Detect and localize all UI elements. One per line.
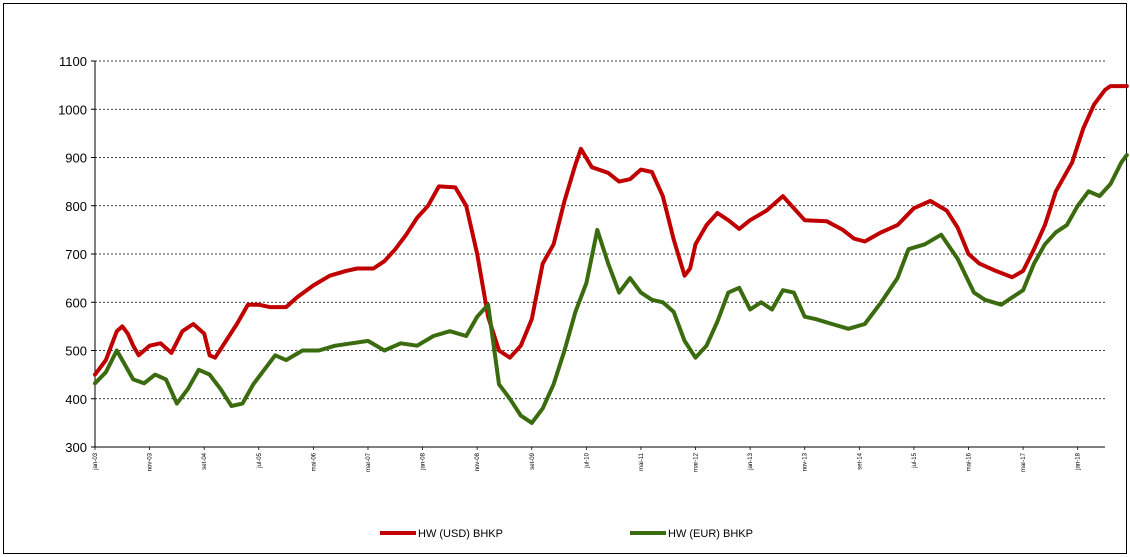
x-tick-label: set-14 xyxy=(857,452,863,469)
y-tick-label: 1100 xyxy=(59,54,87,69)
x-tick-label: jan-13 xyxy=(748,452,754,470)
x-tick-label: jul-15 xyxy=(912,452,918,468)
x-axis: jan-03 nov-03 set-04 jul-05 mai-06 mar-07 jan-… xyxy=(93,446,1105,472)
x-tick-label: nov-13 xyxy=(803,452,809,471)
series-line-usd xyxy=(93,84,1129,377)
x-tick-label: jan-08 xyxy=(421,452,427,470)
x-tick-label: jan-18 xyxy=(1076,452,1082,470)
legend-label-usd: HW (USD) BHKP xyxy=(418,528,503,540)
x-tick-label: nov-08 xyxy=(475,452,481,471)
x-tick-label: set-09 xyxy=(530,452,536,469)
series-lines xyxy=(93,84,1129,425)
x-tick-label: nov-03 xyxy=(148,452,154,471)
legend: HW (USD) BHKP HW (EUR) BHKP xyxy=(380,528,753,540)
x-tick-label: mai-16 xyxy=(967,452,973,471)
x-tick-label: set-04 xyxy=(202,452,208,469)
x-tick-label: mar-17 xyxy=(1021,452,1027,472)
series-line-eur xyxy=(93,153,1129,425)
x-tick-label: jul-10 xyxy=(584,452,590,468)
legend-label-eur: HW (EUR) BHKP xyxy=(668,528,753,540)
x-tick-label: mar-07 xyxy=(366,452,372,472)
y-tick-label: 400 xyxy=(65,392,87,407)
x-tick-label: mai-11 xyxy=(639,452,645,471)
chart-frame xyxy=(3,3,1127,554)
y-tick-label: 1000 xyxy=(58,102,87,117)
x-tick-label: jul-05 xyxy=(257,452,263,468)
y-axis: 300 400 500 600 700 800 900 1000 1100 xyxy=(58,54,96,455)
y-tick-label: 900 xyxy=(65,151,87,166)
y-tick-label: 500 xyxy=(65,344,87,359)
x-tick-label: jan-03 xyxy=(93,452,99,470)
gridlines xyxy=(95,60,1105,400)
y-tick-label: 600 xyxy=(65,295,87,310)
x-tick-label: mar-12 xyxy=(694,452,700,472)
y-tick-label: 800 xyxy=(65,199,87,214)
y-tick-label: 700 xyxy=(65,247,87,262)
y-tick-label: 300 xyxy=(65,440,87,455)
x-tick-label: mai-06 xyxy=(311,452,317,471)
